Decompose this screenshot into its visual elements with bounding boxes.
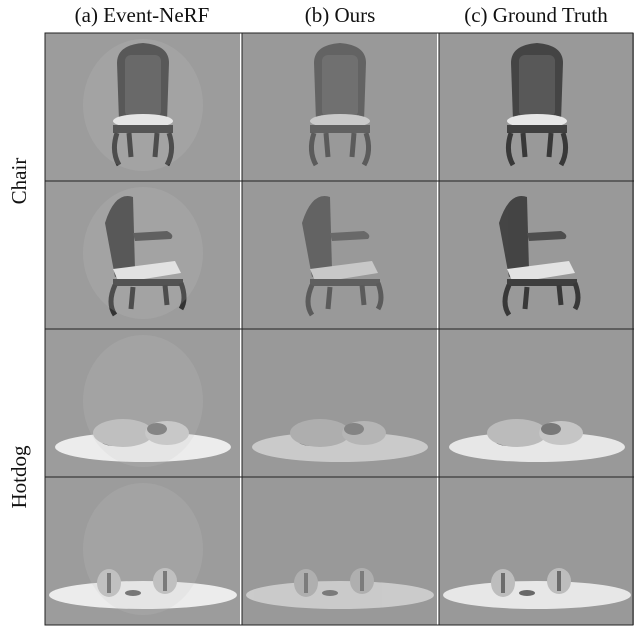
image-cell [439,181,634,329]
row-label: Hotdog [7,445,31,509]
figure: (a) Event-NeRF (b) Ours (c) Ground Truth… [0,0,634,630]
artifact-haze [83,39,203,171]
image-grid [45,33,634,625]
column-header: (b) Ours [305,3,376,27]
column-header: (a) Event-NeRF [75,3,210,27]
image-cell [242,181,437,329]
column-header: (c) Ground Truth [464,3,608,27]
artifact-haze [83,335,203,467]
artifact-haze [83,187,203,319]
row-label: Chair [7,158,31,205]
page: (a) Event-NeRF (b) Ours (c) Ground Truth… [0,0,634,630]
artifact-haze [83,483,203,615]
